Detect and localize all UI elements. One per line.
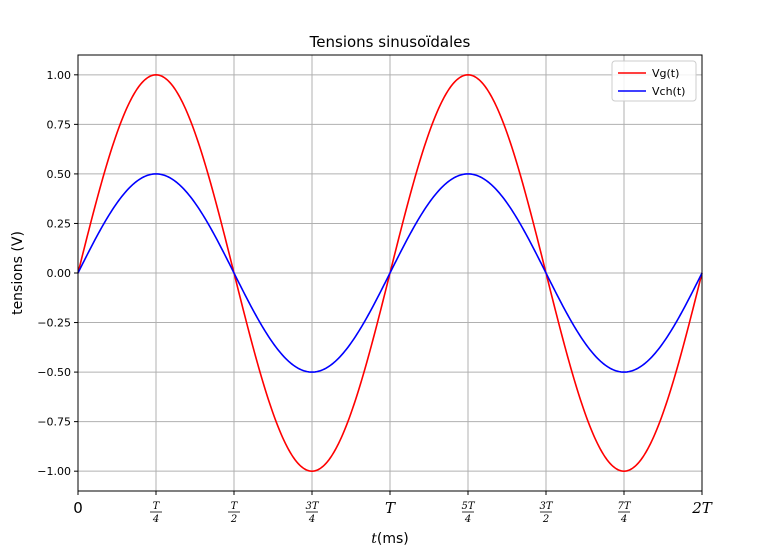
y-tick-label: 1.00 bbox=[47, 69, 72, 82]
x-tick-label: 0 bbox=[73, 499, 83, 517]
y-axis: 1.00 0.75 0.50 0.25 0.00 −0.25 −0.50 −0.75 −1.00 bbox=[37, 69, 78, 478]
x-tick-numerator: T bbox=[153, 501, 161, 512]
x-tick-numerator: 3T bbox=[305, 501, 319, 512]
x-tick-numerator: 3T bbox=[539, 501, 553, 512]
x-tick-numerator: T bbox=[231, 501, 239, 512]
chart-title: Tensions sinusoïdales bbox=[309, 33, 471, 51]
y-tick-label: 0.50 bbox=[47, 168, 72, 181]
series-layer bbox=[77, 74, 703, 472]
y-tick-label: −0.75 bbox=[37, 416, 71, 429]
x-tick-denominator: 2 bbox=[230, 514, 237, 525]
y-tick-label: −0.25 bbox=[37, 317, 71, 330]
x-tick-label: 5T4 bbox=[461, 501, 475, 525]
y-tick-label: 0.75 bbox=[47, 118, 72, 131]
x-tick-label: 3T4 bbox=[305, 501, 319, 525]
y-axis-label: tensions (V) bbox=[10, 231, 26, 315]
x-tick-label: T2 bbox=[228, 501, 240, 525]
x-axis-label-unit: (ms) bbox=[377, 531, 409, 547]
series-line-1 bbox=[77, 173, 703, 373]
y-tick-label: −0.50 bbox=[37, 366, 71, 379]
x-tick-denominator: 4 bbox=[620, 514, 627, 525]
y-tick-label: 0.00 bbox=[47, 267, 72, 280]
x-tick-denominator: 2 bbox=[542, 514, 549, 525]
x-tick-denominator: 4 bbox=[308, 514, 315, 525]
x-tick-denominator: 4 bbox=[152, 514, 159, 525]
x-axis-label-var: t bbox=[371, 531, 377, 547]
legend-label: Vg(t) bbox=[652, 67, 679, 80]
x-tick-denominator: 4 bbox=[464, 514, 471, 525]
y-tick-label: −1.00 bbox=[37, 465, 71, 478]
y-tick-label: 0.25 bbox=[47, 217, 72, 230]
x-tick-label: 3T2 bbox=[539, 501, 553, 525]
x-tick-label: T4 bbox=[150, 501, 162, 525]
legend-label: Vch(t) bbox=[652, 85, 685, 98]
legend: Vg(t) Vch(t) bbox=[611, 60, 697, 102]
x-tick-label: T bbox=[385, 499, 396, 517]
x-axis-label: t(ms) bbox=[371, 531, 409, 547]
x-tick-numerator: 7T bbox=[617, 501, 631, 512]
x-tick-label: 2T bbox=[691, 499, 713, 517]
x-tick-numerator: 5T bbox=[461, 501, 475, 512]
x-tick-label: 7T4 bbox=[617, 501, 631, 525]
